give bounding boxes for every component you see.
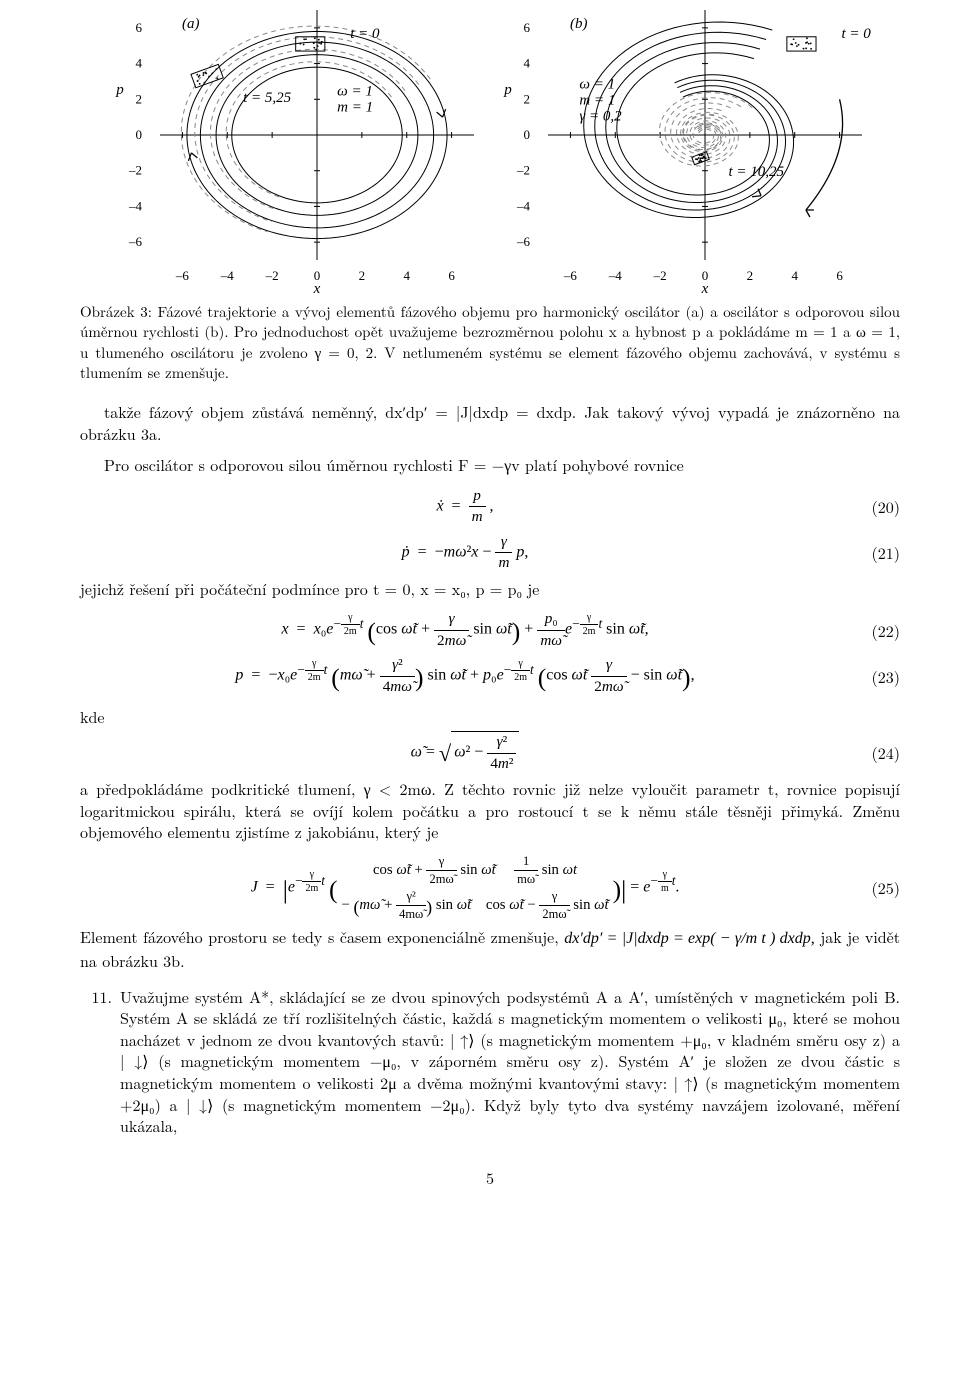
- equation-20: ẋ = pm , (20): [80, 486, 900, 528]
- svg-text:4: 4: [524, 56, 531, 71]
- svg-text:m = 1: m = 1: [579, 93, 615, 109]
- item-11-body: Uvažujme systém A*, skládající se ze dvo…: [120, 986, 900, 1137]
- svg-text:6: 6: [448, 268, 455, 283]
- para-phase-volume: takže fázový objem zůstává neměnný, dx′d…: [80, 401, 900, 444]
- svg-text:–4: –4: [608, 268, 623, 283]
- svg-text:–4: –4: [220, 268, 235, 283]
- svg-text:–6: –6: [128, 234, 143, 249]
- svg-text:m = 1: m = 1: [337, 100, 373, 116]
- svg-text:t = 10,25: t = 10,25: [729, 164, 785, 180]
- svg-text:4: 4: [136, 56, 143, 71]
- para-exp-shrink: Element fázového prostoru se tedy s čase…: [80, 926, 900, 971]
- svg-text:–4: –4: [516, 198, 531, 213]
- svg-text:–6: –6: [175, 268, 190, 283]
- page-number: 5: [80, 1167, 900, 1189]
- text-kde: kde: [80, 706, 900, 728]
- equation-23: p = −x₀e−γ2mt (mω̃ + γ²4mω̃) sin ω̃t + p…: [80, 655, 900, 697]
- svg-text:–6: –6: [563, 268, 578, 283]
- para-damped-intro: Pro oscilátor s odporovou silou úměrnou …: [80, 454, 900, 476]
- svg-text:2: 2: [359, 268, 366, 283]
- equation-21: ṗ = −mω²x − γm p, (21): [80, 532, 900, 574]
- svg-text:–2: –2: [265, 268, 279, 283]
- figure-3: –6 –6 –4 –4 –2 –2 0 0 2 2 4 4 6 6 x p (a) t = 0 t = 5,25 ω …: [80, 4, 900, 294]
- svg-text:0: 0: [524, 127, 531, 142]
- svg-text:–4: –4: [128, 198, 143, 213]
- equation-25: J = |e−γ2mt ( cos ω̃t + γ2mω̃ sin ω̃t 1m…: [80, 853, 900, 923]
- svg-text:4: 4: [791, 268, 798, 283]
- svg-text:4: 4: [403, 268, 410, 283]
- svg-text:–2: –2: [128, 163, 142, 178]
- svg-text:2: 2: [524, 91, 531, 106]
- item-11: 11. Uvažujme systém A*, skládající se ze…: [80, 986, 900, 1137]
- equation-24: ω̃ = √ω² − γ²4m² (24): [80, 731, 900, 774]
- figure-3a: –6–6–4–4–2–200224466xp(a)t = 0t = 5,25ω …: [106, 4, 486, 294]
- svg-text:p: p: [503, 82, 512, 98]
- svg-text:x: x: [701, 281, 709, 294]
- svg-text:t = 0: t = 0: [841, 26, 871, 42]
- svg-text:γ = 0,2: γ = 0,2: [579, 109, 622, 125]
- svg-text:2: 2: [136, 91, 143, 106]
- item-11-number: 11.: [80, 986, 120, 1137]
- svg-text:0: 0: [136, 127, 143, 142]
- svg-text:t = 5,25: t = 5,25: [243, 90, 292, 106]
- svg-text:–2: –2: [516, 163, 530, 178]
- figure-caption: Obrázek 3: Fázové trajektorie a vývoj el…: [80, 302, 900, 383]
- svg-text:(b): (b): [570, 16, 588, 32]
- svg-text:t = 0: t = 0: [350, 26, 380, 42]
- svg-text:ω = 1: ω = 1: [337, 84, 373, 100]
- para-solution-intro: jejichž řešení při počáteční podmínce pr…: [80, 578, 900, 600]
- svg-text:p: p: [115, 82, 124, 98]
- svg-text:2: 2: [747, 268, 754, 283]
- svg-text:x: x: [313, 281, 321, 294]
- para-subcritical: a předpokládáme podkritické tlumení, γ <…: [80, 778, 900, 843]
- svg-text:6: 6: [836, 268, 843, 283]
- svg-text:6: 6: [524, 20, 531, 35]
- svg-text:ω = 1: ω = 1: [579, 77, 615, 93]
- figure-3b: –6–6–4–4–2–200224466xp(b)t = 0t = 10,25ω…: [494, 4, 874, 294]
- equation-22: x = x₀e−γ2mt (cos ω̃t + γ2mω̃ sin ω̃t) +…: [80, 609, 900, 651]
- svg-text:–2: –2: [653, 268, 667, 283]
- svg-text:–6: –6: [516, 234, 531, 249]
- svg-text:(a): (a): [182, 16, 200, 32]
- svg-text:6: 6: [136, 20, 143, 35]
